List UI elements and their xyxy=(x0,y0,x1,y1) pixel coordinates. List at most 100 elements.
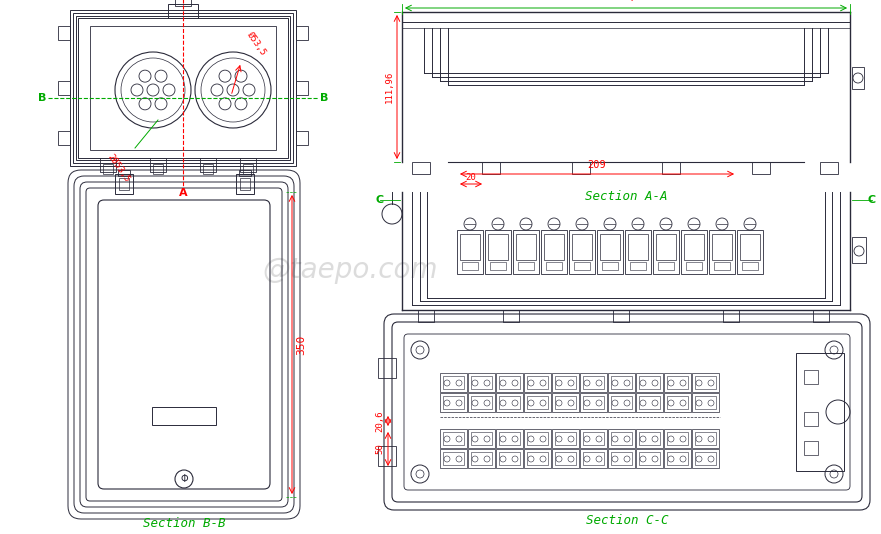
Bar xyxy=(611,376,632,389)
Bar xyxy=(443,376,464,389)
Bar xyxy=(852,237,866,263)
Text: Section A-A: Section A-A xyxy=(585,190,667,203)
Bar xyxy=(58,81,70,95)
Bar xyxy=(636,393,663,412)
Bar xyxy=(240,158,256,172)
Bar xyxy=(378,446,396,466)
Bar xyxy=(602,262,618,270)
Bar xyxy=(723,310,739,322)
Bar xyxy=(804,412,818,426)
Bar xyxy=(639,376,660,389)
Bar xyxy=(667,452,688,465)
Bar xyxy=(653,230,679,274)
Bar xyxy=(58,131,70,145)
Bar xyxy=(664,393,691,412)
Bar xyxy=(737,230,763,274)
Bar xyxy=(580,373,607,392)
Text: Φ: Φ xyxy=(181,474,188,484)
Bar xyxy=(667,396,688,409)
Text: Section B-B: Section B-B xyxy=(143,517,226,530)
Bar xyxy=(625,230,651,274)
Bar xyxy=(712,234,732,260)
Bar xyxy=(527,432,548,445)
Bar xyxy=(664,449,691,468)
Bar xyxy=(555,376,576,389)
Bar xyxy=(692,373,719,392)
Text: Ø53,5: Ø53,5 xyxy=(245,31,268,58)
Bar xyxy=(490,262,506,270)
Bar xyxy=(555,432,576,445)
Bar xyxy=(664,429,691,448)
Bar xyxy=(695,396,716,409)
Text: 111,96: 111,96 xyxy=(385,71,394,103)
Bar xyxy=(152,407,216,425)
Bar xyxy=(496,449,523,468)
Bar xyxy=(583,396,604,409)
Bar xyxy=(78,18,288,158)
Bar xyxy=(804,370,818,384)
Bar xyxy=(639,452,660,465)
Bar xyxy=(852,67,864,89)
Bar xyxy=(200,158,216,172)
Bar xyxy=(692,429,719,448)
Bar xyxy=(804,441,818,455)
Bar xyxy=(499,452,520,465)
Text: 2Ø53,5: 2Ø53,5 xyxy=(105,152,131,184)
Bar xyxy=(103,164,113,174)
Bar xyxy=(496,429,523,448)
Bar xyxy=(499,432,520,445)
Bar xyxy=(714,262,730,270)
Bar xyxy=(440,393,467,412)
Bar xyxy=(583,452,604,465)
Bar xyxy=(656,234,676,260)
Bar xyxy=(742,262,758,270)
Bar xyxy=(681,230,707,274)
Bar xyxy=(175,0,191,6)
Bar xyxy=(583,432,604,445)
Bar xyxy=(524,429,551,448)
Bar xyxy=(639,396,660,409)
Bar xyxy=(513,230,539,274)
Bar xyxy=(471,432,492,445)
Bar xyxy=(692,393,719,412)
Bar xyxy=(695,376,716,389)
Bar xyxy=(684,234,704,260)
Bar xyxy=(796,353,844,471)
Bar xyxy=(686,262,702,270)
Bar xyxy=(608,373,635,392)
Bar xyxy=(583,376,604,389)
Bar xyxy=(608,393,635,412)
Bar xyxy=(552,429,579,448)
Bar xyxy=(636,449,663,468)
Bar xyxy=(462,262,478,270)
Bar xyxy=(460,234,480,260)
Bar xyxy=(524,393,551,412)
Bar xyxy=(639,432,660,445)
Text: C: C xyxy=(376,195,384,205)
Bar xyxy=(600,234,620,260)
Bar xyxy=(168,4,198,18)
Bar xyxy=(541,230,567,274)
Bar xyxy=(496,393,523,412)
Bar xyxy=(296,81,308,95)
Bar xyxy=(412,162,430,174)
Bar xyxy=(100,158,116,172)
Bar xyxy=(471,396,492,409)
Bar xyxy=(471,376,492,389)
Bar xyxy=(709,230,735,274)
Bar xyxy=(664,373,691,392)
Bar xyxy=(440,373,467,392)
Bar xyxy=(418,310,434,322)
Text: 350: 350 xyxy=(296,334,306,355)
Bar xyxy=(236,174,254,194)
Bar xyxy=(203,164,213,174)
Bar xyxy=(695,452,716,465)
Bar xyxy=(485,230,511,274)
Bar xyxy=(813,310,829,322)
Bar xyxy=(443,396,464,409)
Text: 50: 50 xyxy=(375,444,384,454)
Bar xyxy=(503,310,519,322)
Bar xyxy=(552,393,579,412)
Bar xyxy=(516,234,536,260)
Bar xyxy=(457,230,483,274)
